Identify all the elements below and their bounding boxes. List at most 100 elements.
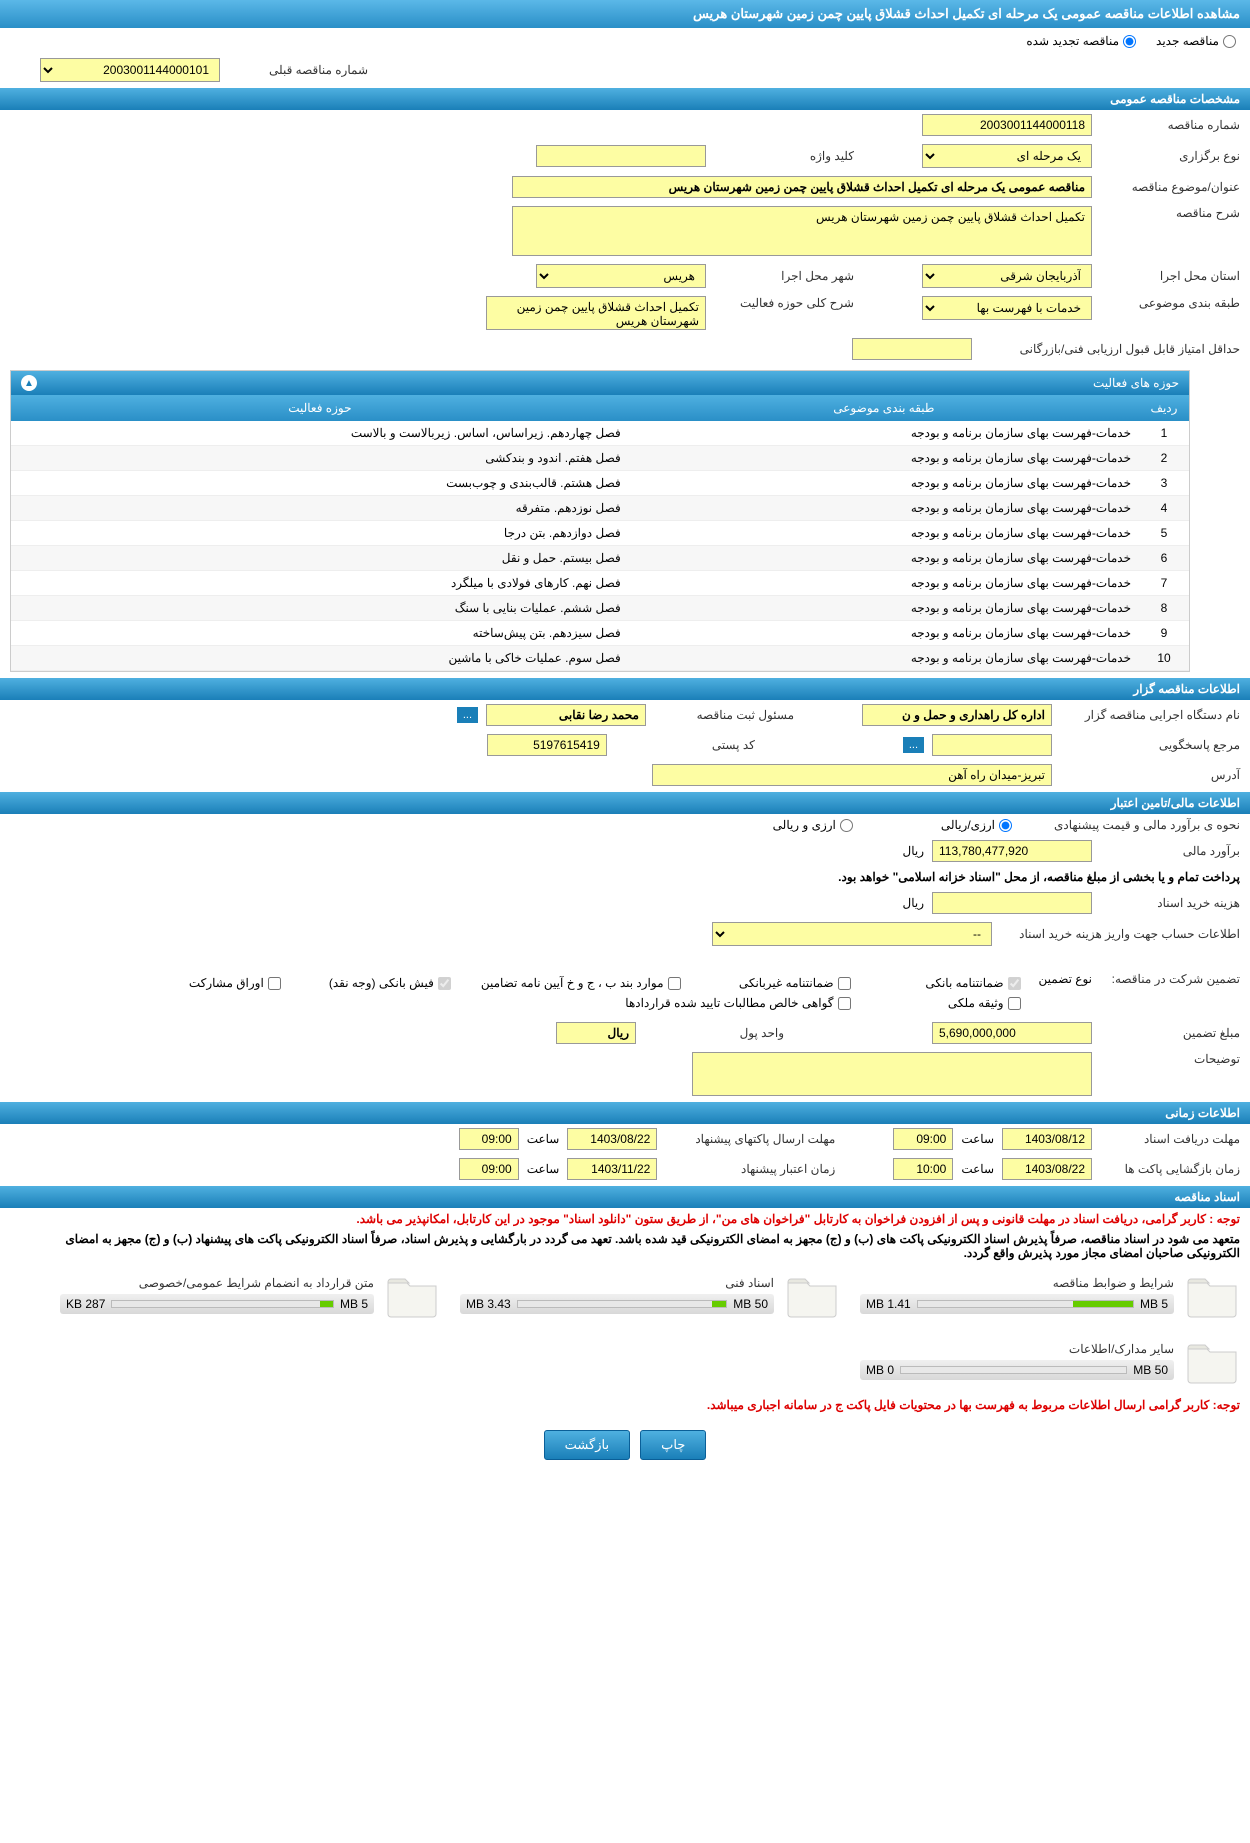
chk-cash[interactable]: فیش بانکی (وجه نقد) <box>311 976 451 990</box>
desc-textarea[interactable]: تکمیل احداث قشلاق پایین چمن زمین شهرستان… <box>512 206 1092 256</box>
col-row: ردیف <box>1139 395 1189 421</box>
min-score-label: حداقل امتیاز قابل قبول ارزیابی فنی/بازرگ… <box>980 342 1240 356</box>
org-label: نام دستگاه اجرایی مناقصه گزار <box>1060 708 1240 722</box>
method-opt2-radio[interactable]: ارزی و ریالی <box>773 818 853 832</box>
page-title: مشاهده اطلاعات مناقصه عمومی یک مرحله ای … <box>0 0 1250 28</box>
notice-2: متعهد می شود در اسناد مناقصه، صرفاً پذیر… <box>0 1230 1250 1262</box>
receive-time-input[interactable] <box>893 1128 953 1150</box>
postal-label: کد پستی <box>615 738 755 752</box>
notice-1: توجه : کاربر گرامی، دریافت اسناد در مهلت… <box>0 1208 1250 1230</box>
payment-note: پرداخت تمام و یا بخشی از مبلغ مناقصه، از… <box>838 870 1240 884</box>
tender-number-input[interactable] <box>922 114 1092 136</box>
estimate-input[interactable] <box>932 840 1092 862</box>
validity-time-input[interactable] <box>459 1158 519 1180</box>
new-tender-label: مناقصه جدید <box>1156 34 1219 48</box>
respond-dots-button[interactable]: ... <box>903 737 924 753</box>
section-organizer: اطلاعات مناقصه گزار <box>0 678 1250 700</box>
document-item[interactable]: سایر مدارک/اطلاعات50 MB0 MB <box>860 1338 1240 1384</box>
section-timing: اطلاعات زمانی <box>0 1102 1250 1124</box>
table-row: 2خدمات-فهرست بهای سازمان برنامه و بودجهف… <box>11 446 1189 471</box>
doc-cost-input[interactable] <box>932 892 1092 914</box>
responsible-label: مسئول ثبت مناقصه <box>654 708 794 722</box>
open-date-input[interactable] <box>1002 1158 1092 1180</box>
table-row: 3خدمات-فهرست بهای سازمان برنامه و بودجهف… <box>11 471 1189 496</box>
time-label-2: ساعت <box>527 1132 560 1146</box>
city-label: شهر محل اجرا <box>714 269 854 283</box>
org-input[interactable] <box>862 704 1052 726</box>
currency-label: ریال <box>902 844 924 858</box>
table-row: 4خدمات-فهرست بهای سازمان برنامه و بودجهف… <box>11 496 1189 521</box>
send-date-input[interactable] <box>567 1128 657 1150</box>
back-button[interactable]: بازگشت <box>544 1430 630 1460</box>
send-time-input[interactable] <box>459 1128 519 1150</box>
method-opt1-radio[interactable]: ارزی/ریالی <box>941 818 1012 832</box>
chk-shares[interactable]: اوراق مشارکت <box>141 976 281 990</box>
prev-number-select[interactable]: 2003001144000101 <box>40 58 220 82</box>
notes-textarea[interactable] <box>692 1052 1092 1096</box>
activity-table-title: حوزه های فعالیت <box>1093 376 1179 390</box>
renewed-tender-label: مناقصه تجدید شده <box>1026 34 1119 48</box>
desc-label: شرح مناقصه <box>1100 206 1240 220</box>
city-select[interactable]: هریس <box>536 264 706 288</box>
validity-date-input[interactable] <box>567 1158 657 1180</box>
time-label-3: ساعت <box>961 1162 994 1176</box>
respond-input[interactable] <box>932 734 1052 756</box>
unit-label: واحد پول <box>644 1026 784 1040</box>
document-item[interactable]: اسناد فنی50 MB3.43 MB <box>460 1272 840 1318</box>
notes-label: توضیحات <box>1100 1052 1240 1066</box>
col-activity: حوزه فعالیت <box>11 395 629 421</box>
account-label: اطلاعات حساب جهت واریز هزینه خرید اسناد <box>1000 927 1240 941</box>
prev-number-label: شماره مناقصه قبلی <box>228 63 368 77</box>
keyword-input[interactable] <box>536 145 706 167</box>
table-row: 1خدمات-فهرست بهای سازمان برنامه و بودجهف… <box>11 421 1189 446</box>
time-label-4: ساعت <box>527 1162 560 1176</box>
activity-desc-textarea[interactable]: تکمیل احداث قشلاق پایین چمن زمین شهرستان… <box>486 296 706 330</box>
activity-table-container: حوزه های فعالیت ▲ ردیف طبقه بندی موضوعی … <box>10 370 1190 672</box>
documents-grid: شرایط و ضوابط مناقصه5 MB1.41 MB اسناد فنی… <box>0 1262 1250 1394</box>
province-select[interactable]: آذربایجان شرقی <box>922 264 1092 288</box>
title-label: عنوان/موضوع مناقصه <box>1100 180 1240 194</box>
table-row: 5خدمات-فهرست بهای سازمان برنامه و بودجهف… <box>11 521 1189 546</box>
keyword-label: کلید واژه <box>714 149 854 163</box>
title-input[interactable] <box>512 176 1092 198</box>
activity-table: ردیف طبقه بندی موضوعی حوزه فعالیت 1خدمات… <box>11 395 1189 671</box>
receive-date-input[interactable] <box>1002 1128 1092 1150</box>
responsible-dots-button[interactable]: ... <box>457 707 478 723</box>
new-tender-radio[interactable]: مناقصه جدید <box>1156 34 1236 48</box>
guarantee-amount-input[interactable] <box>932 1022 1092 1044</box>
time-label-1: ساعت <box>961 1132 994 1146</box>
open-time-input[interactable] <box>893 1158 953 1180</box>
province-label: استان محل اجرا <box>1100 269 1240 283</box>
activity-desc-label: شرح کلی حوزه فعالیت <box>714 296 854 310</box>
table-row: 6خدمات-فهرست بهای سازمان برنامه و بودجهف… <box>11 546 1189 571</box>
send-deadline-label: مهلت ارسال پاکتهای پیشنهاد <box>665 1132 835 1146</box>
category-label: طبقه بندی موضوعی <box>1100 296 1240 310</box>
unit-input[interactable] <box>556 1022 636 1044</box>
type-select[interactable]: یک مرحله ای <box>922 144 1092 168</box>
method-label: نحوه ی برآورد مالی و قیمت پیشنهادی <box>1020 818 1240 832</box>
address-input[interactable] <box>652 764 1052 786</box>
section-documents: اسناد مناقصه <box>0 1186 1250 1208</box>
document-item[interactable]: متن قرارداد به انضمام شرایط عمومی/خصوصی5… <box>60 1272 440 1318</box>
notice-3: توجه: کاربر گرامی ارسال اطلاعات مربوط به… <box>0 1394 1250 1416</box>
receive-deadline-label: مهلت دریافت اسناد <box>1100 1132 1240 1146</box>
validity-label: زمان اعتبار پیشنهاد <box>665 1162 835 1176</box>
account-select[interactable]: -- <box>712 922 992 946</box>
respond-label: مرجع پاسخگویی <box>1060 738 1240 752</box>
renewed-tender-radio[interactable]: مناقصه تجدید شده <box>1026 34 1136 48</box>
postal-input[interactable] <box>487 734 607 756</box>
chk-items[interactable]: موارد بند ب ، ج و خ آیین نامه تضامین <box>481 976 681 990</box>
chk-nonbank[interactable]: ضمانتنامه غیربانکی <box>711 976 851 990</box>
estimate-label: برآورد مالی <box>1100 844 1240 858</box>
responsible-input[interactable] <box>486 704 646 726</box>
document-item[interactable]: شرایط و ضوابط مناقصه5 MB1.41 MB <box>860 1272 1240 1318</box>
min-score-input[interactable] <box>852 338 972 360</box>
category-select[interactable]: خدمات با فهرست بها <box>922 296 1092 320</box>
chk-bank[interactable]: ضمانتنامه بانکی <box>881 976 1021 990</box>
guarantee-amount-label: مبلغ تضمین <box>1100 1026 1240 1040</box>
chk-property[interactable]: وثیقه ملکی <box>881 996 1021 1010</box>
collapse-icon[interactable]: ▲ <box>21 375 37 391</box>
table-row: 8خدمات-فهرست بهای سازمان برنامه و بودجهف… <box>11 596 1189 621</box>
chk-net[interactable]: گواهی خالص مطالبات تایید شده قراردادها <box>551 996 851 1010</box>
print-button[interactable]: چاپ <box>640 1430 706 1460</box>
